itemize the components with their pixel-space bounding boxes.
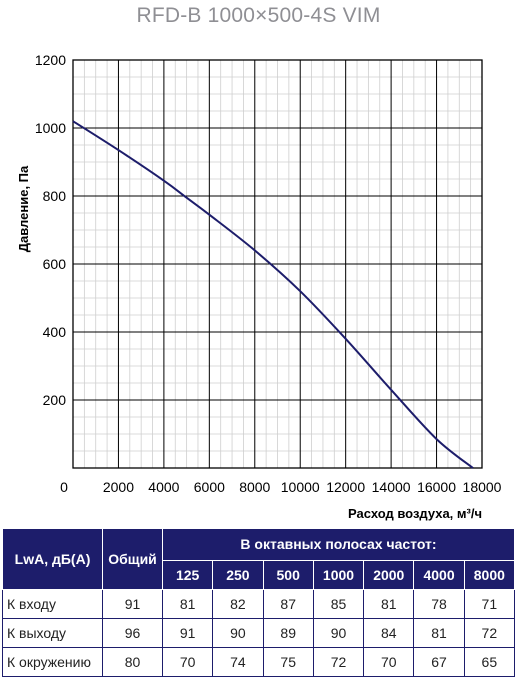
x-tick-label: 12000 bbox=[326, 479, 365, 495]
total-cell: 91 bbox=[102, 589, 163, 619]
band-value-cell: 89 bbox=[262, 618, 314, 648]
table-row: К входу 91 81 82 87 85 81 78 71 bbox=[2, 589, 516, 619]
band-value-cell: 67 bbox=[413, 647, 465, 677]
band-value-cell: 82 bbox=[212, 589, 264, 619]
y-tick-label: 1200 bbox=[35, 52, 66, 68]
band-value-cell: 81 bbox=[413, 618, 465, 648]
band-value-cell: 70 bbox=[161, 647, 214, 677]
x-tick-label: 6000 bbox=[194, 479, 225, 495]
table-row: К выходу 96 91 90 89 90 84 81 72 bbox=[2, 618, 516, 648]
band-value-cell: 81 bbox=[363, 589, 415, 619]
frequency-header: 1000 bbox=[312, 559, 365, 591]
total-cell: 80 bbox=[102, 647, 163, 677]
band-value-cell: 71 bbox=[463, 589, 516, 619]
band-value-cell: 65 bbox=[463, 647, 516, 677]
band-value-cell: 72 bbox=[463, 618, 516, 648]
sound-power-table: LwA, дБ(A) Общий В октавных полосах част… bbox=[2, 528, 516, 677]
row-label: К входу bbox=[2, 589, 103, 619]
band-value-cell: 87 bbox=[262, 589, 314, 619]
band-value-cell: 81 bbox=[161, 589, 214, 619]
frequency-header: 8000 bbox=[463, 559, 516, 591]
x-tick-label: 0 bbox=[60, 479, 68, 495]
chart-title: RFD-B 1000×500-4S VIM bbox=[136, 4, 381, 27]
y-tick-label: 200 bbox=[43, 392, 67, 408]
x-tick-label: 8000 bbox=[239, 479, 270, 495]
table-row: К окружению 80 70 74 75 72 70 67 65 bbox=[2, 647, 516, 677]
x-tick-label: 14000 bbox=[372, 479, 411, 495]
band-value-cell: 78 bbox=[413, 589, 465, 619]
frequency-header-row: 125 250 500 1000 2000 4000 8000 bbox=[3, 559, 516, 591]
frequency-header: 250 bbox=[212, 559, 264, 591]
x-axis-label: Расход воздуха, м³/ч bbox=[348, 506, 482, 521]
y-tick-label: 400 bbox=[43, 324, 67, 340]
x-tick-label: 18000 bbox=[463, 479, 502, 495]
row-label: К выходу bbox=[2, 618, 103, 648]
band-value-cell: 72 bbox=[312, 647, 365, 677]
x-tick-label: 4000 bbox=[148, 479, 179, 495]
plot-frame bbox=[72, 59, 483, 469]
y-tick-label: 1000 bbox=[35, 120, 66, 136]
header-lwa: LwA, дБ(A) bbox=[2, 528, 103, 590]
band-value-cell: 90 bbox=[212, 618, 264, 648]
fan-curve-chart: 0 2000 4000 6000 8000 10000 12000 14000 16000 180… bbox=[16, 52, 502, 521]
band-value-cell: 90 bbox=[312, 618, 365, 648]
frequency-header: 500 bbox=[262, 559, 314, 591]
y-tick-label: 600 bbox=[43, 256, 67, 272]
band-value-cell: 91 bbox=[161, 618, 214, 648]
header-octave-bands: В октавных полосах частот: bbox=[162, 528, 515, 561]
total-cell: 96 bbox=[102, 618, 163, 648]
band-value-cell: 85 bbox=[312, 589, 365, 619]
band-value-cell: 74 bbox=[212, 647, 264, 677]
frequency-header: 4000 bbox=[413, 559, 465, 591]
frequency-header: 2000 bbox=[363, 559, 415, 591]
fan-curve-line bbox=[72, 120, 474, 469]
row-label: К окружению bbox=[2, 647, 103, 677]
band-value-cell: 70 bbox=[363, 647, 415, 677]
x-tick-label: 10000 bbox=[281, 479, 320, 495]
y-tick-label: 800 bbox=[43, 188, 67, 204]
x-tick-label: 2000 bbox=[103, 479, 134, 495]
band-value-cell: 84 bbox=[363, 618, 415, 648]
y-axis-label: Давление, Па bbox=[16, 165, 31, 252]
band-value-cell: 75 bbox=[262, 647, 314, 677]
x-tick-label: 16000 bbox=[417, 479, 456, 495]
frequency-header: 125 bbox=[161, 559, 214, 591]
header-total: Общий bbox=[102, 528, 163, 590]
